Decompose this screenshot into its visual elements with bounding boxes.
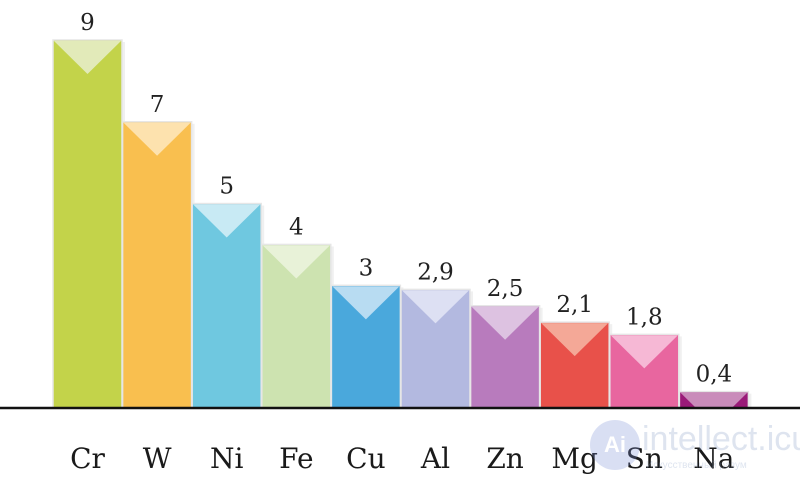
bar-highlight-Cr (54, 41, 121, 74)
bar-Ni (191, 202, 262, 409)
category-label-Na: Na (693, 442, 734, 475)
category-label-Al: Al (420, 442, 450, 475)
category-label-Cu: Cu (346, 442, 385, 475)
value-label-Mg: 2,1 (556, 292, 593, 318)
bar-highlight-Fe (262, 245, 330, 279)
bar-highlight-Al (402, 290, 469, 324)
value-label-Sn: 1,8 (626, 304, 663, 330)
category-label-Mg: Mg (551, 442, 598, 475)
value-label-Cu: 3 (359, 255, 374, 281)
bar-highlight-Zn (471, 306, 539, 340)
value-label-Fe: 4 (289, 214, 304, 240)
value-label-W: 7 (150, 92, 165, 118)
value-label-Ni: 5 (219, 174, 234, 200)
watermark-site: intellect.icu (642, 420, 800, 458)
category-label-Ni: Ni (210, 442, 244, 475)
category-label-Fe: Fe (279, 442, 313, 475)
watermark-tagline: Искусственный разум (646, 460, 747, 471)
bar-highlight-W (123, 122, 191, 156)
category-label-Cr: Cr (70, 442, 105, 475)
watermark-logo: Ai intellect.icu Искусственный разум (590, 416, 800, 476)
value-label-Cr: 9 (80, 10, 95, 36)
category-label-Sn: Sn (626, 442, 663, 475)
bar-Cr (52, 39, 123, 409)
category-label-W: W (143, 442, 172, 475)
bar-W (121, 121, 193, 409)
category-label-Zn: Zn (486, 442, 524, 475)
bar-highlight-Sn (610, 335, 678, 369)
watermark-ai-icon: Ai (590, 420, 640, 470)
bar-highlight-Na (680, 392, 748, 408)
bar-highlight-Ni (193, 204, 261, 238)
value-label-Na: 0,4 (696, 362, 733, 388)
bar-highlight-Cu (332, 286, 400, 320)
bar-highlight-Mg (541, 323, 609, 357)
value-label-Zn: 2,5 (487, 276, 524, 302)
value-label-Al: 2,9 (417, 259, 454, 285)
